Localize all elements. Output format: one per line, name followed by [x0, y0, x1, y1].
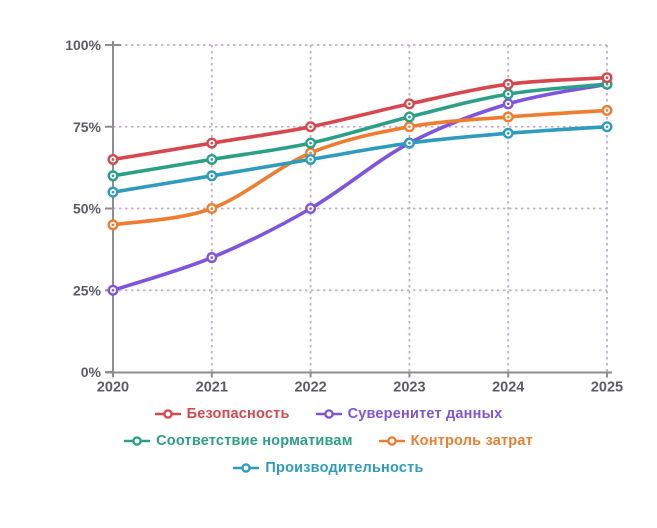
data-point-center: [506, 92, 510, 96]
x-tick-label: 2023: [393, 380, 425, 396]
data-point-center: [408, 141, 411, 145]
data-point-center: [605, 109, 609, 112]
data-point-center: [111, 288, 115, 292]
data-point-center: [111, 190, 115, 194]
data-point-center: [605, 76, 609, 79]
series-1: [107, 78, 613, 296]
chart-legend: Безопасность Суверенитет данных Соответств…: [0, 406, 657, 476]
data-point-center: [506, 102, 510, 106]
legend-label: Суверенитет данных: [347, 406, 503, 422]
legend-label: Безопасность: [186, 406, 290, 422]
legend-item-1[interactable]: Суверенитет данных: [315, 406, 503, 422]
data-point-center: [309, 125, 312, 129]
data-point-center: [506, 131, 510, 135]
data-point-center: [506, 82, 510, 86]
x-tick-label: 2022: [294, 380, 326, 396]
data-point-center: [210, 141, 214, 145]
axes: 0% 25% 50% 75% 100% 2020 2021 2022 2023 2024 2025: [65, 37, 623, 396]
data-point-center: [210, 256, 214, 259]
legend-item-3[interactable]: Контроль затрат: [378, 433, 533, 449]
y-tick-label: 75%: [73, 119, 102, 135]
gridlines: [113, 44, 608, 372]
data-point-center: [408, 115, 411, 119]
data-point-center: [210, 174, 214, 178]
data-point-center: [506, 115, 510, 119]
data-point-center: [605, 125, 609, 129]
data-point-center: [210, 158, 214, 161]
legend-series-marker-icon: [154, 409, 181, 419]
data-point-center: [309, 151, 312, 155]
y-tick-label: 50%: [73, 201, 102, 217]
data-point-center: [408, 102, 411, 106]
legend-series-marker-icon: [233, 463, 260, 473]
legend-series-marker-icon: [378, 436, 405, 446]
series-line: [111, 82, 609, 293]
y-tick-label: 0%: [81, 364, 102, 380]
y-tick-label: 100%: [65, 37, 101, 53]
data-point-center: [605, 82, 609, 86]
legend-item-4[interactable]: Производительность: [233, 460, 423, 476]
data-point-center: [210, 207, 214, 210]
legend-label: Контроль затрат: [410, 433, 533, 449]
y-tick-label: 25%: [73, 282, 102, 298]
series-4: [107, 121, 613, 198]
data-point-center: [309, 207, 312, 210]
data-point-center: [309, 158, 312, 161]
data-point-center: [111, 223, 115, 227]
legend-series-marker-icon: [124, 436, 151, 446]
legend-item-0[interactable]: Безопасность: [154, 406, 290, 422]
legend-row: Производительность: [233, 460, 423, 476]
legend-label: Производительность: [265, 460, 424, 476]
data-point-center: [309, 141, 312, 145]
x-tick-label: 2020: [97, 380, 129, 396]
data-point-center: [408, 125, 411, 129]
data-point-center: [111, 158, 115, 161]
plot-area: 0% 25% 50% 75% 100% 2020 2021 2022 2023 2024 2025: [65, 37, 623, 396]
series-3: [107, 104, 613, 231]
x-tick-label: 2024: [492, 380, 524, 396]
legend-row: Безопасность Суверенитет данных: [154, 406, 503, 422]
series-0: [107, 72, 613, 165]
x-tick-label: 2021: [196, 380, 228, 396]
legend-label: Соответствие нормативам: [156, 433, 353, 449]
legend-item-2[interactable]: Соответствие нормативам: [124, 433, 353, 449]
data-point-center: [111, 174, 115, 178]
legend-series-marker-icon: [315, 409, 342, 419]
legend-row: Соответствие нормативам Контроль затрат: [124, 433, 533, 449]
x-tick-label: 2025: [591, 380, 623, 396]
